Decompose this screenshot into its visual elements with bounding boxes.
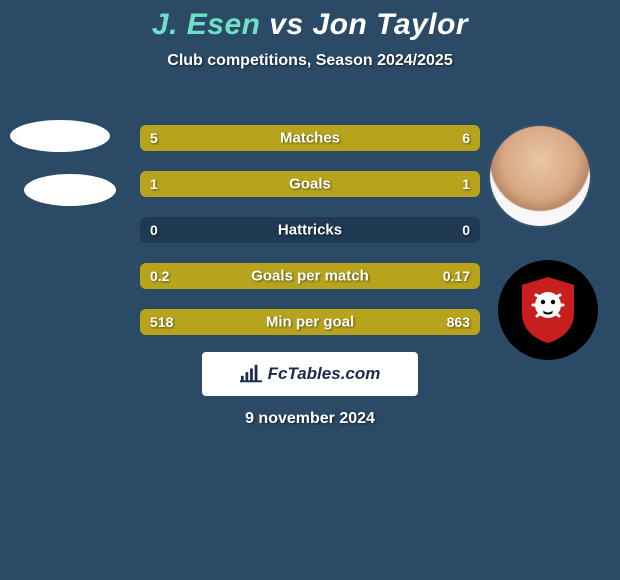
- stats-area: 5 6 Matches 1 1 Goals 0 0 Hattricks 0.2 0.17 Goals …: [140, 125, 480, 355]
- stat-label: Matches: [280, 130, 340, 147]
- stat-label: Goals per match: [251, 268, 369, 285]
- player-right-avatar: [490, 126, 590, 226]
- stat-value-right: 0.17: [443, 268, 470, 284]
- title-vs: vs: [260, 8, 312, 41]
- stat-value-right: 0: [462, 222, 470, 238]
- stat-row: 5 6 Matches: [140, 125, 480, 151]
- player-left-avatar-placeholder: [10, 120, 110, 152]
- title-player-left: J. Esen: [152, 8, 261, 41]
- stat-row: 518 863 Min per goal: [140, 309, 480, 335]
- stat-value-left: 0.2: [150, 268, 169, 284]
- player-right-club-badge: [498, 260, 598, 360]
- stat-fill-left: [140, 125, 283, 151]
- stat-value-left: 0: [150, 222, 158, 238]
- stat-value-left: 518: [150, 314, 173, 330]
- page-title: J. Esen vs Jon Taylor: [0, 0, 620, 42]
- bar-chart-icon: [240, 364, 262, 384]
- stat-value-left: 1: [150, 176, 158, 192]
- stat-value-right: 863: [447, 314, 470, 330]
- stat-row: 0 0 Hattricks: [140, 217, 480, 243]
- shield-icon: [518, 275, 578, 345]
- stat-label: Goals: [289, 176, 331, 193]
- stat-value-left: 5: [150, 130, 158, 146]
- stat-value-right: 6: [462, 130, 470, 146]
- subtitle: Club competitions, Season 2024/2025: [0, 52, 620, 70]
- branding-badge: FcTables.com: [202, 352, 418, 396]
- lion-icon: [533, 292, 563, 318]
- date-text: 9 november 2024: [245, 410, 375, 428]
- player-left-club-placeholder: [24, 174, 116, 206]
- stat-row: 1 1 Goals: [140, 171, 480, 197]
- comparison-infographic: J. Esen vs Jon Taylor Club competitions,…: [0, 0, 620, 580]
- title-player-right: Jon Taylor: [313, 8, 469, 41]
- stat-value-right: 1: [462, 176, 470, 192]
- stat-row: 0.2 0.17 Goals per match: [140, 263, 480, 289]
- stat-label: Hattricks: [278, 222, 342, 239]
- branding-text: FcTables.com: [268, 364, 381, 384]
- stat-label: Min per goal: [266, 314, 354, 331]
